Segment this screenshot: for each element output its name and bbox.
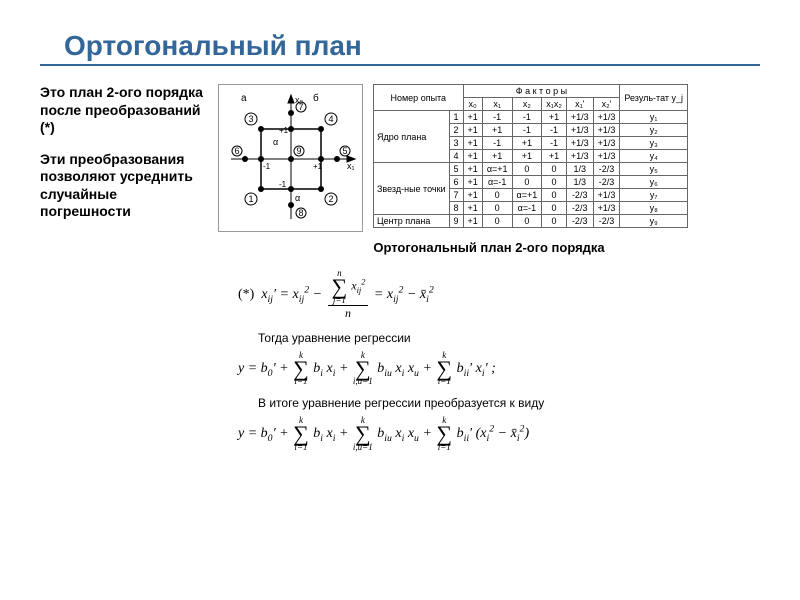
section-label: Ядро плана (374, 111, 450, 163)
table-row: Ядро плана1+1-1-1+1+1/3+1/3y₁ (374, 111, 688, 124)
svg-text:x₁: x₁ (347, 161, 355, 171)
svg-text:2: 2 (328, 194, 333, 204)
formula-regression-2: y = b0′ + k∑i=1 bi xi + k∑i,u=1 biu xi x… (238, 416, 760, 452)
svg-text:6: 6 (234, 146, 239, 156)
svg-text:+1: +1 (313, 162, 323, 171)
svg-text:-1: -1 (263, 162, 271, 171)
plan-table: Номер опыта Ф а к т о р ы Резуль-тат y_j… (373, 84, 688, 228)
diagram-and-table-row: а б x₂ x₁ (218, 84, 760, 232)
table-caption: Ортогональный план 2-ого порядка (218, 240, 760, 255)
svg-text:-1: -1 (279, 180, 287, 189)
section-label: Звезд-ные точки (374, 163, 450, 215)
th-factors: Ф а к т о р ы (463, 85, 620, 98)
table-row: Звезд-ные точки5+1α=+1001/3-2/3y₅ (374, 163, 688, 176)
title-rule (40, 64, 760, 66)
formula-regression-1: y = b0′ + k∑i=1 bi xi + k∑i,u=1 biu xi x… (238, 351, 760, 387)
diagram-label-b: б (313, 92, 319, 104)
section-label: Центр плана (374, 215, 450, 228)
svg-text:9: 9 (296, 146, 301, 156)
page-title: Ортогональный план (64, 30, 760, 62)
svg-text:4: 4 (328, 114, 333, 124)
svg-text:+1: +1 (279, 126, 289, 135)
table-row: Центр плана9+1000-2/3-2/3y₉ (374, 215, 688, 228)
svg-text:7: 7 (298, 102, 303, 112)
right-column: а б x₂ x₁ (218, 84, 760, 462)
formula2-label: Тогда уравнение регрессии (258, 331, 760, 345)
th-experiment-no: Номер опыта (374, 85, 464, 111)
intro-text-1: Это план 2-ого порядка после преобразова… (40, 84, 210, 137)
formula3-label: В итоге уравнение регрессии преобразуетс… (258, 396, 760, 410)
svg-text:α: α (273, 137, 278, 147)
formula-star: (*) xij′ = xij2 − n∑j=1 xij2 n = xij2 − … (238, 269, 760, 321)
left-column: Это план 2-ого порядка после преобразова… (40, 84, 218, 462)
plan-diagram: а б x₂ x₁ (218, 84, 363, 232)
svg-text:1: 1 (248, 194, 253, 204)
intro-text-2: Эти преобразования позволяют усреднить с… (40, 151, 210, 221)
svg-text:3: 3 (248, 114, 253, 124)
svg-text:5: 5 (342, 146, 347, 156)
svg-text:8: 8 (298, 208, 303, 218)
diagram-label-a: а (241, 93, 247, 104)
svg-text:α: α (295, 193, 300, 203)
th-result: Резуль-тат y_j (620, 85, 688, 111)
content-row: Это план 2-ого порядка после преобразова… (40, 84, 760, 462)
